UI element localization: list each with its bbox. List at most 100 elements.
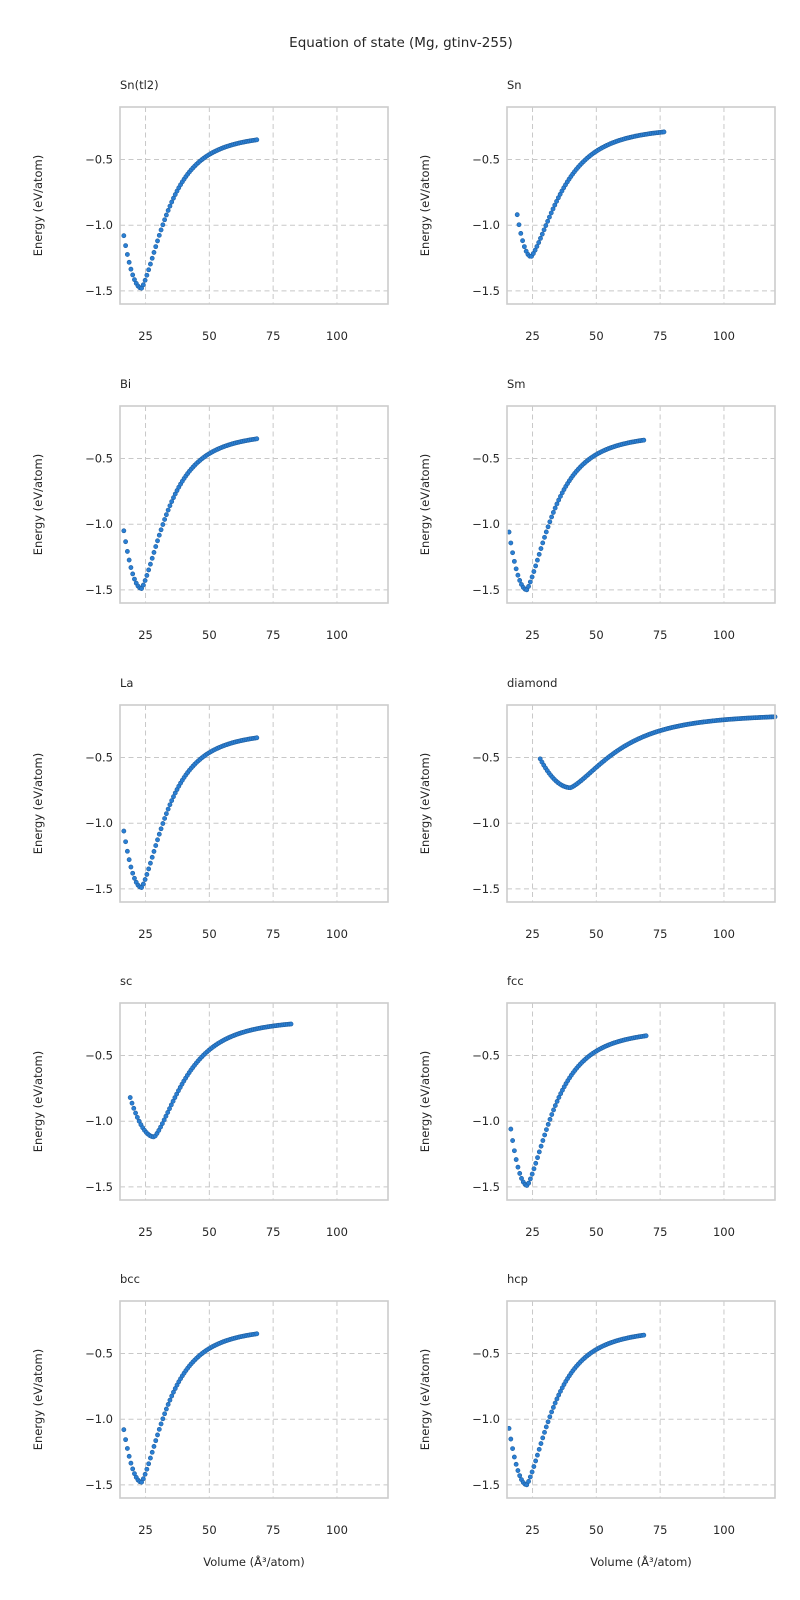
panel-title: La <box>120 676 133 690</box>
data-point <box>538 1143 544 1149</box>
data-point <box>511 558 517 564</box>
data-point <box>513 1461 519 1467</box>
y-axis-label: Energy (eV/atom) <box>31 1349 45 1451</box>
x-tick-label: 50 <box>589 1225 604 1239</box>
data-point <box>540 540 546 546</box>
data-point <box>554 1396 560 1402</box>
data-point <box>536 240 542 245</box>
data-point <box>535 557 540 563</box>
data-point <box>538 235 543 241</box>
panel-sm: Sm 25 50 75 100 −1.5 −1.0 −0.5 Energy (eV/atom) <box>418 377 776 642</box>
data-point <box>128 565 134 570</box>
y-axis-label: Energy (eV/atom) <box>31 1051 45 1153</box>
x-tick-label: 50 <box>589 628 604 642</box>
axes-frame <box>119 405 389 604</box>
data-point <box>542 1132 548 1138</box>
x-tick-label: 25 <box>138 927 153 941</box>
panel-title: bcc <box>120 1272 140 1286</box>
data-point <box>254 436 260 442</box>
data-point <box>536 1446 542 1452</box>
data-point <box>513 1157 519 1162</box>
data-point <box>529 574 535 580</box>
x-tick-label: 100 <box>326 1523 348 1537</box>
y-tick-label: −0.5 <box>85 153 113 167</box>
data-point <box>140 1476 146 1482</box>
y-tick-label: −1.0 <box>85 1114 113 1128</box>
x-tick-label: 25 <box>138 329 153 343</box>
data-point <box>536 1149 542 1155</box>
data-point <box>169 798 175 803</box>
data-point <box>163 811 169 817</box>
panel-sc: sc 25 50 75 100 −1.5 −1.0 −0.5 Energy (eV/atom) <box>31 974 389 1239</box>
panel-title: Bi <box>120 377 131 391</box>
data-point <box>153 244 159 250</box>
axes-frame <box>506 1300 776 1499</box>
axes-frame <box>119 1002 389 1201</box>
y-tick-label: −1.5 <box>472 583 500 597</box>
data-point <box>156 232 162 238</box>
data-point <box>142 877 148 882</box>
data-point <box>515 1164 521 1170</box>
data-point <box>123 243 128 249</box>
x-tick-label: 100 <box>713 1225 735 1239</box>
y-tick-label: −0.5 <box>85 1347 113 1361</box>
y-tick-label: −1.0 <box>85 1412 113 1426</box>
y-tick-label: −0.5 <box>472 751 500 765</box>
data-point <box>533 1458 539 1464</box>
data-point <box>142 578 148 583</box>
x-tick-label: 25 <box>138 628 153 642</box>
data-point <box>167 802 173 808</box>
data-point <box>160 222 166 228</box>
data-point <box>131 1105 137 1111</box>
y-tick-label: −1.0 <box>472 816 500 830</box>
data-point <box>158 227 164 233</box>
data-point <box>163 212 169 218</box>
y-axis-label: Energy (eV/atom) <box>31 454 45 556</box>
data-point <box>538 1441 544 1446</box>
y-tick-label: −1.0 <box>472 517 500 531</box>
data-point <box>545 524 551 530</box>
data-point <box>521 244 527 250</box>
data-point <box>544 1127 549 1132</box>
data-point <box>520 238 525 244</box>
y-axis-label: Energy (eV/atom) <box>418 454 432 556</box>
y-tick-label: −1.0 <box>472 218 500 232</box>
data-point <box>128 1460 134 1466</box>
x-tick-label: 25 <box>138 1523 153 1537</box>
data-point <box>148 1455 153 1461</box>
axes-frame <box>506 704 776 903</box>
data-point <box>155 538 160 544</box>
data-point <box>527 1474 533 1480</box>
data-point <box>151 1444 157 1449</box>
x-tick-label: 50 <box>202 927 217 941</box>
data-point <box>146 567 152 573</box>
data-point <box>130 870 136 876</box>
y-tick-label: −1.5 <box>85 284 113 298</box>
data-point <box>511 1454 517 1460</box>
data-point <box>254 735 260 741</box>
data-point <box>526 1479 531 1484</box>
x-tick-label: 75 <box>653 1523 668 1537</box>
panel-fcc: fcc 25 50 75 100 −1.5 −1.0 −0.5 Energy (eV/atom) <box>418 974 776 1239</box>
figure-title: Equation of state (Mg, gtinv-255) <box>289 35 513 51</box>
data-point <box>552 1400 558 1406</box>
data-point <box>155 1432 160 1438</box>
data-point <box>121 1427 127 1433</box>
data-point <box>124 549 130 554</box>
data-point <box>534 244 540 249</box>
x-tick-label: 100 <box>326 329 348 343</box>
data-point <box>542 1429 547 1435</box>
data-point <box>133 1110 138 1116</box>
x-tick-label: 50 <box>589 927 604 941</box>
data-point <box>142 277 148 283</box>
data-point <box>132 875 137 881</box>
y-tick-label: −1.0 <box>85 816 113 830</box>
data-point <box>160 522 166 527</box>
y-tick-label: −1.0 <box>472 1114 500 1128</box>
data-point <box>140 582 146 588</box>
data-point <box>121 233 127 239</box>
x-tick-label: 100 <box>713 329 735 343</box>
data-point <box>153 843 159 848</box>
data-point <box>535 1155 540 1161</box>
data-point <box>641 1332 647 1338</box>
